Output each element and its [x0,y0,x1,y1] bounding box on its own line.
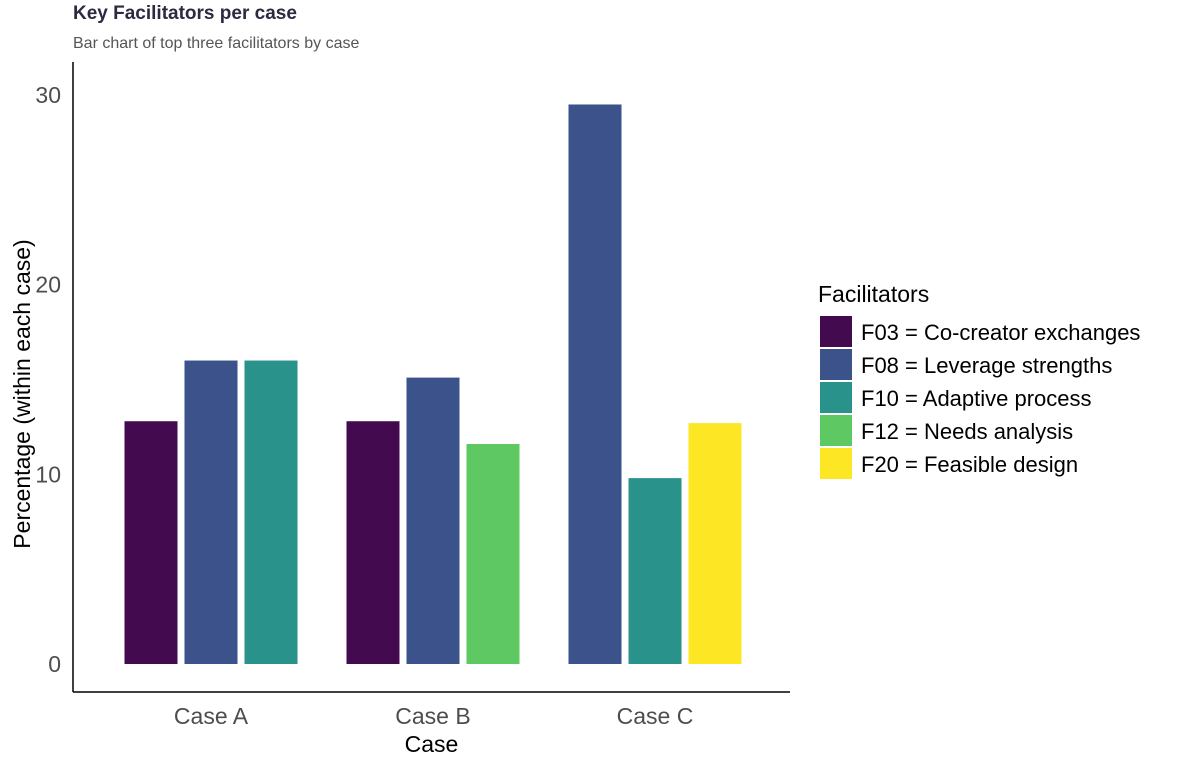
legend-label: F12 = Needs analysis [861,419,1073,444]
legend-title: Facilitators [818,281,929,307]
bar-case-c-f08 [568,104,622,664]
y-axis-title: Percentage (within each case) [9,239,35,548]
y-tick-label: 0 [48,651,61,677]
legend-label: F03 = Co-creator exchanges [861,320,1140,345]
legend-items: F03 = Co-creator exchanges F08 = Leverage… [820,316,1140,479]
legend-swatch [820,448,852,479]
chart-title: Key Facilitators per case [73,3,297,24]
bar-case-b-f12 [466,443,520,664]
legend: Facilitators F03 = Co-creator exchangesF… [818,281,1140,479]
bar-case-b-f03 [346,421,400,664]
legend-label: F10 = Adaptive process [861,386,1092,411]
x-tick-label: Case B [395,703,470,729]
legend-swatch [820,349,852,380]
x-tick-label: Case C [617,703,694,729]
legend-item-f20: F20 = Feasible design [820,448,1078,479]
y-axis-ticks: 0 10 20 30 [35,82,61,677]
legend-item-f08: F08 = Leverage strengths [820,349,1112,380]
legend-swatch [820,415,852,446]
legend-item-f10: F10 = Adaptive process [820,382,1092,413]
bar-case-c-f10 [628,478,682,664]
y-tick-label: 10 [35,461,61,487]
plot-area: 0 10 20 30 Case A Case B Case C [35,62,790,729]
bar-case-a-f10 [244,360,298,664]
legend-label: F20 = Feasible design [861,452,1078,477]
legend-swatch [820,316,852,347]
x-tick-label: Case A [174,703,249,729]
bar-case-a-f08 [184,360,238,664]
legend-label: F08 = Leverage strengths [861,353,1112,378]
legend-item-f03: F03 = Co-creator exchanges [820,316,1140,347]
chart-subtitle: Bar chart of top three facilitators by c… [73,35,360,52]
x-axis-ticks: Case A Case B Case C [174,703,693,729]
bar-case-a-f03 [124,421,178,664]
bar-case-b-f08 [406,377,460,664]
x-axis-title: Case [405,731,459,757]
y-tick-label: 20 [35,272,61,298]
bars [124,104,742,664]
legend-swatch [820,382,852,413]
legend-item-f12: F12 = Needs analysis [820,415,1073,446]
bar-case-c-f20 [688,423,742,664]
y-tick-label: 30 [35,82,61,108]
